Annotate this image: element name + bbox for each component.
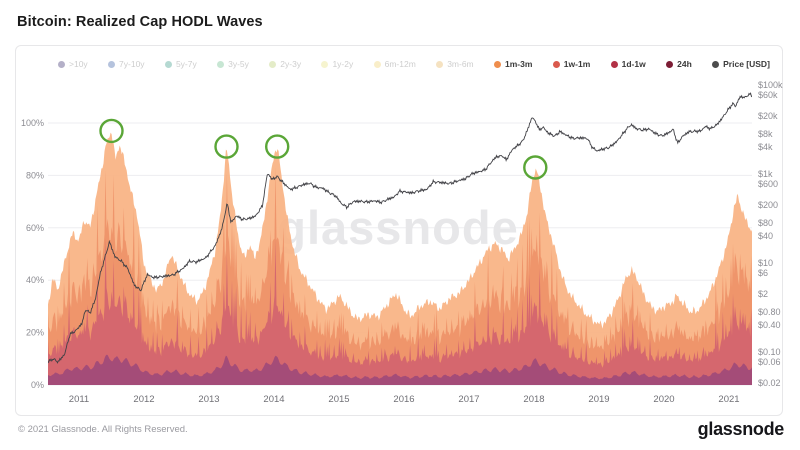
legend-item-price-usd-[interactable]: Price [USD] <box>712 59 770 69</box>
svg-text:2013: 2013 <box>198 394 219 405</box>
svg-text:2015: 2015 <box>328 394 349 405</box>
legend-dot-icon <box>164 60 172 68</box>
svg-text:60%: 60% <box>26 223 44 233</box>
legend-label: 1w-1m <box>564 59 590 69</box>
svg-text:20%: 20% <box>26 328 44 338</box>
svg-text:2017: 2017 <box>458 394 479 405</box>
legend-item-5y-7y[interactable]: 5y-7y <box>164 59 197 69</box>
svg-text:$20k: $20k <box>758 111 778 121</box>
legend-dot-icon <box>666 60 674 68</box>
legend-label: 3m-6m <box>447 59 473 69</box>
legend-dot-icon <box>269 60 277 68</box>
legend-dot-icon <box>321 60 329 68</box>
legend-dot-icon <box>373 60 381 68</box>
svg-text:$0.06: $0.06 <box>758 357 781 367</box>
svg-text:2020: 2020 <box>653 394 674 405</box>
svg-text:100%: 100% <box>21 118 44 128</box>
svg-text:$2: $2 <box>758 289 768 299</box>
legend-label: 3y-5y <box>228 59 249 69</box>
legend-dot-icon <box>436 60 444 68</box>
legend-dot-icon <box>108 60 116 68</box>
svg-text:2014: 2014 <box>263 394 284 405</box>
svg-text:$0.40: $0.40 <box>758 320 781 330</box>
legend-dot-icon <box>494 60 502 68</box>
svg-text:2012: 2012 <box>133 394 154 405</box>
cycle-top-circle <box>99 118 124 144</box>
right-axis-labels: $100k$60k$20k$8k$4k$1k$600$200$80$40$10$… <box>758 80 783 388</box>
svg-text:80%: 80% <box>26 170 44 180</box>
legend-label: 5y-7y <box>176 59 197 69</box>
plot-area[interactable] <box>48 60 752 385</box>
page-title: Bitcoin: Realized Cap HODL Waves <box>17 14 263 30</box>
svg-text:$100k: $100k <box>758 80 783 90</box>
legend-item-7y-10y[interactable]: 7y-10y <box>108 59 145 69</box>
legend-dot-icon <box>552 60 560 68</box>
legend-label: >10y <box>69 59 88 69</box>
legend-dot-icon <box>610 60 618 68</box>
glassnode-watermark: glassnode <box>277 201 518 254</box>
svg-text:2011: 2011 <box>69 394 89 405</box>
cycle-top-circle <box>214 134 239 159</box>
legend-label: Price [USD] <box>723 59 770 69</box>
legend-item-3y-5y[interactable]: 3y-5y <box>217 59 249 69</box>
glassnode-logo: glassnode <box>697 419 785 439</box>
legend-dot-icon <box>712 60 720 68</box>
legend-dot-icon <box>58 60 65 68</box>
band-1d-1w <box>48 238 752 385</box>
copyright-text: © 2021 Glassnode. All Rights Reserved. <box>18 424 188 435</box>
price-line <box>48 92 752 364</box>
legend-item-2y-3y[interactable]: 2y-3y <box>269 59 301 69</box>
svg-text:2019: 2019 <box>588 394 609 405</box>
svg-text:$8k: $8k <box>758 129 773 139</box>
svg-text:$60k: $60k <box>758 90 778 100</box>
legend: >10y 7y-10y 5y-7y 3y-5y 2y-3y 1y-2y 6m-12m 3m-6… <box>16 56 782 72</box>
legend-dot-icon <box>217 60 225 68</box>
legend-label: 2y-3y <box>280 59 301 69</box>
legend-item-1d-1w[interactable]: 1d-1w <box>610 59 646 69</box>
svg-text:$0.02: $0.02 <box>758 378 781 388</box>
legend-item-3m-6m[interactable]: 3m-6m <box>436 59 474 69</box>
legend-label: 6m-12m <box>385 59 416 69</box>
top-annotations <box>99 118 548 180</box>
legend-label: 1d-1w <box>622 59 646 69</box>
cycle-top-circle <box>523 155 548 180</box>
svg-text:$200: $200 <box>758 200 778 210</box>
legend-item-1y-2y[interactable]: 1y-2y <box>321 59 353 69</box>
legend-item-1m-3m[interactable]: 1m-3m <box>494 59 532 69</box>
svg-text:$4k: $4k <box>758 142 773 152</box>
legend-label: 1y-2y <box>332 59 353 69</box>
svg-text:$1k: $1k <box>758 169 773 179</box>
left-axis-labels: 0% 20% 40% 60% 80% 100% <box>21 118 44 390</box>
svg-text:40%: 40% <box>26 275 44 285</box>
svg-text:2018: 2018 <box>523 394 544 405</box>
legend-item--10y[interactable]: >10y <box>58 59 88 69</box>
svg-text:$0.80: $0.80 <box>758 307 781 317</box>
legend-item-1w-1m[interactable]: 1w-1m <box>552 59 590 69</box>
svg-text:$80: $80 <box>758 218 773 228</box>
svg-text:$40: $40 <box>758 231 773 241</box>
legend-item-6m-12m[interactable]: 6m-12m <box>373 59 416 69</box>
svg-text:$600: $600 <box>758 179 778 189</box>
svg-text:$6: $6 <box>758 268 768 278</box>
svg-text:2016: 2016 <box>393 394 414 405</box>
svg-text:2021: 2021 <box>718 394 739 405</box>
legend-label: 24h <box>677 59 692 69</box>
legend-item-24h[interactable]: 24h <box>666 59 692 69</box>
x-axis-labels: 2011 2012 2013 2014 2015 2016 2017 2018 2019 2020… <box>69 394 740 405</box>
legend-label: 1m-3m <box>505 59 532 69</box>
hodl-wave-areas <box>48 132 752 385</box>
svg-text:$0.10: $0.10 <box>758 347 781 357</box>
svg-text:$10: $10 <box>758 258 773 268</box>
svg-text:0%: 0% <box>31 380 44 390</box>
legend-label: 7y-10y <box>119 59 145 69</box>
cycle-top-circle <box>265 134 290 159</box>
band-24h <box>48 354 752 385</box>
